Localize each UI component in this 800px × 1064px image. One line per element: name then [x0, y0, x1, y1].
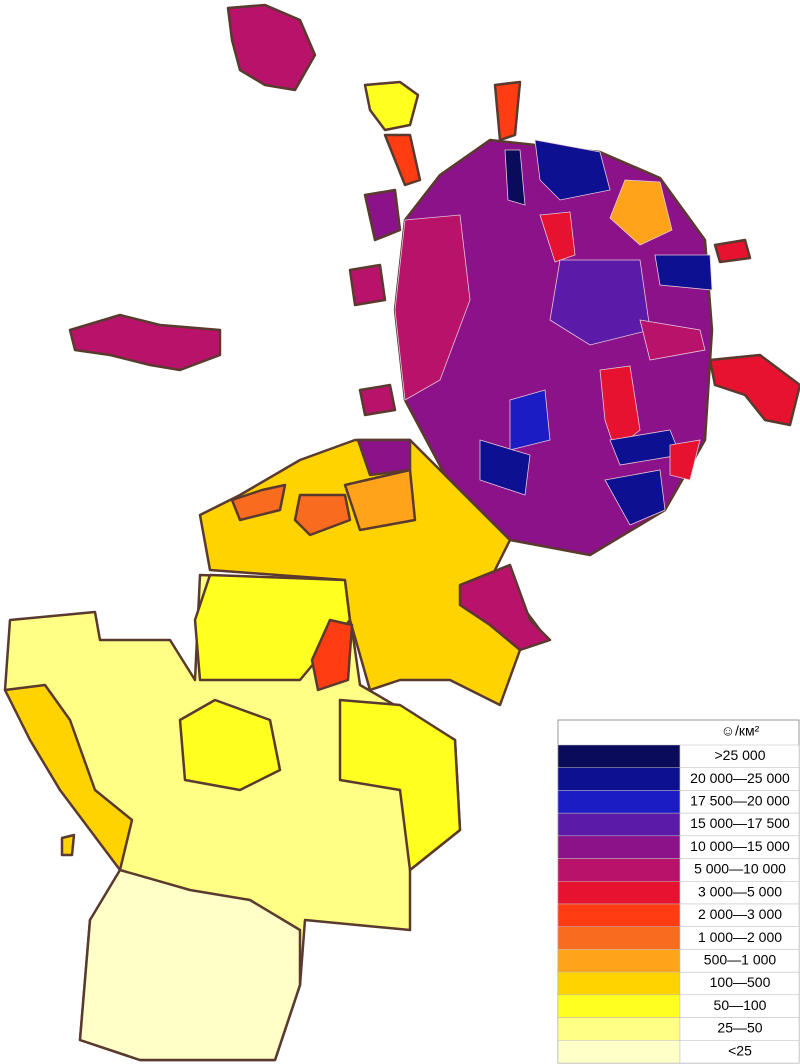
region — [539, 211, 576, 263]
region — [534, 139, 611, 201]
legend-cell — [679, 1040, 800, 1064]
region — [383, 133, 422, 187]
region — [654, 254, 713, 291]
region — [358, 383, 397, 417]
legend-swatch — [557, 971, 681, 996]
region — [293, 493, 352, 537]
region — [230, 483, 287, 522]
legend-label: 25—50 — [717, 1020, 762, 1036]
legend-label: 20 000—25 000 — [690, 770, 790, 786]
legend-swatch — [557, 1017, 681, 1041]
region — [493, 80, 522, 142]
legend-swatch — [557, 949, 681, 973]
legend-swatch — [557, 812, 681, 837]
legend-label: 5 000—10 000 — [694, 861, 786, 877]
region — [226, 3, 317, 92]
legend-title: ☺/км² — [721, 723, 760, 739]
legend-label: 1 000—2 000 — [698, 929, 782, 945]
legend-swatch — [557, 1040, 681, 1064]
region — [509, 389, 551, 451]
legend-label: 50—100 — [714, 997, 767, 1013]
legend-label: 100—500 — [710, 974, 771, 990]
region — [60, 833, 76, 857]
legend-swatch — [557, 994, 681, 1018]
region — [363, 80, 420, 132]
legend-swatch — [557, 903, 681, 927]
region — [310, 618, 354, 692]
region — [604, 469, 666, 526]
legend-swatch — [557, 835, 681, 859]
legend-swatch — [557, 881, 681, 905]
legend-swatch — [557, 790, 681, 814]
legend-swatch — [557, 858, 681, 882]
region — [68, 313, 222, 372]
legend-swatch — [557, 767, 681, 791]
legend-label: >25 000 — [715, 747, 766, 763]
region — [479, 439, 531, 496]
region — [549, 259, 651, 346]
region — [343, 468, 417, 532]
region — [669, 439, 701, 481]
region — [458, 563, 552, 652]
region — [504, 149, 526, 206]
region — [348, 263, 387, 307]
map-regions — [3, 3, 800, 1062]
legend-label: 500—1 000 — [704, 951, 777, 967]
region — [609, 179, 673, 246]
legend-swatch — [557, 744, 681, 768]
region — [78, 868, 302, 1062]
legend-label: 15 000—17 500 — [690, 815, 790, 831]
region — [356, 438, 412, 477]
region — [338, 698, 462, 872]
legend-label: 10 000—15 000 — [690, 838, 790, 854]
region — [3, 683, 134, 872]
legend-label: 2 000—3 000 — [698, 906, 782, 922]
region — [639, 319, 706, 361]
legend-label: <25 — [728, 1042, 752, 1058]
region — [708, 353, 800, 427]
legend-label: 3 000—5 000 — [698, 883, 782, 899]
legend-label: 17 500—20 000 — [690, 792, 790, 808]
region — [394, 214, 471, 401]
legend-swatch — [557, 926, 681, 950]
legend: ☺/км² >25 000 20 000—25 000 17 500—20 000 1… — [557, 719, 800, 1064]
region — [363, 188, 402, 242]
region — [178, 698, 282, 792]
region — [713, 238, 752, 264]
